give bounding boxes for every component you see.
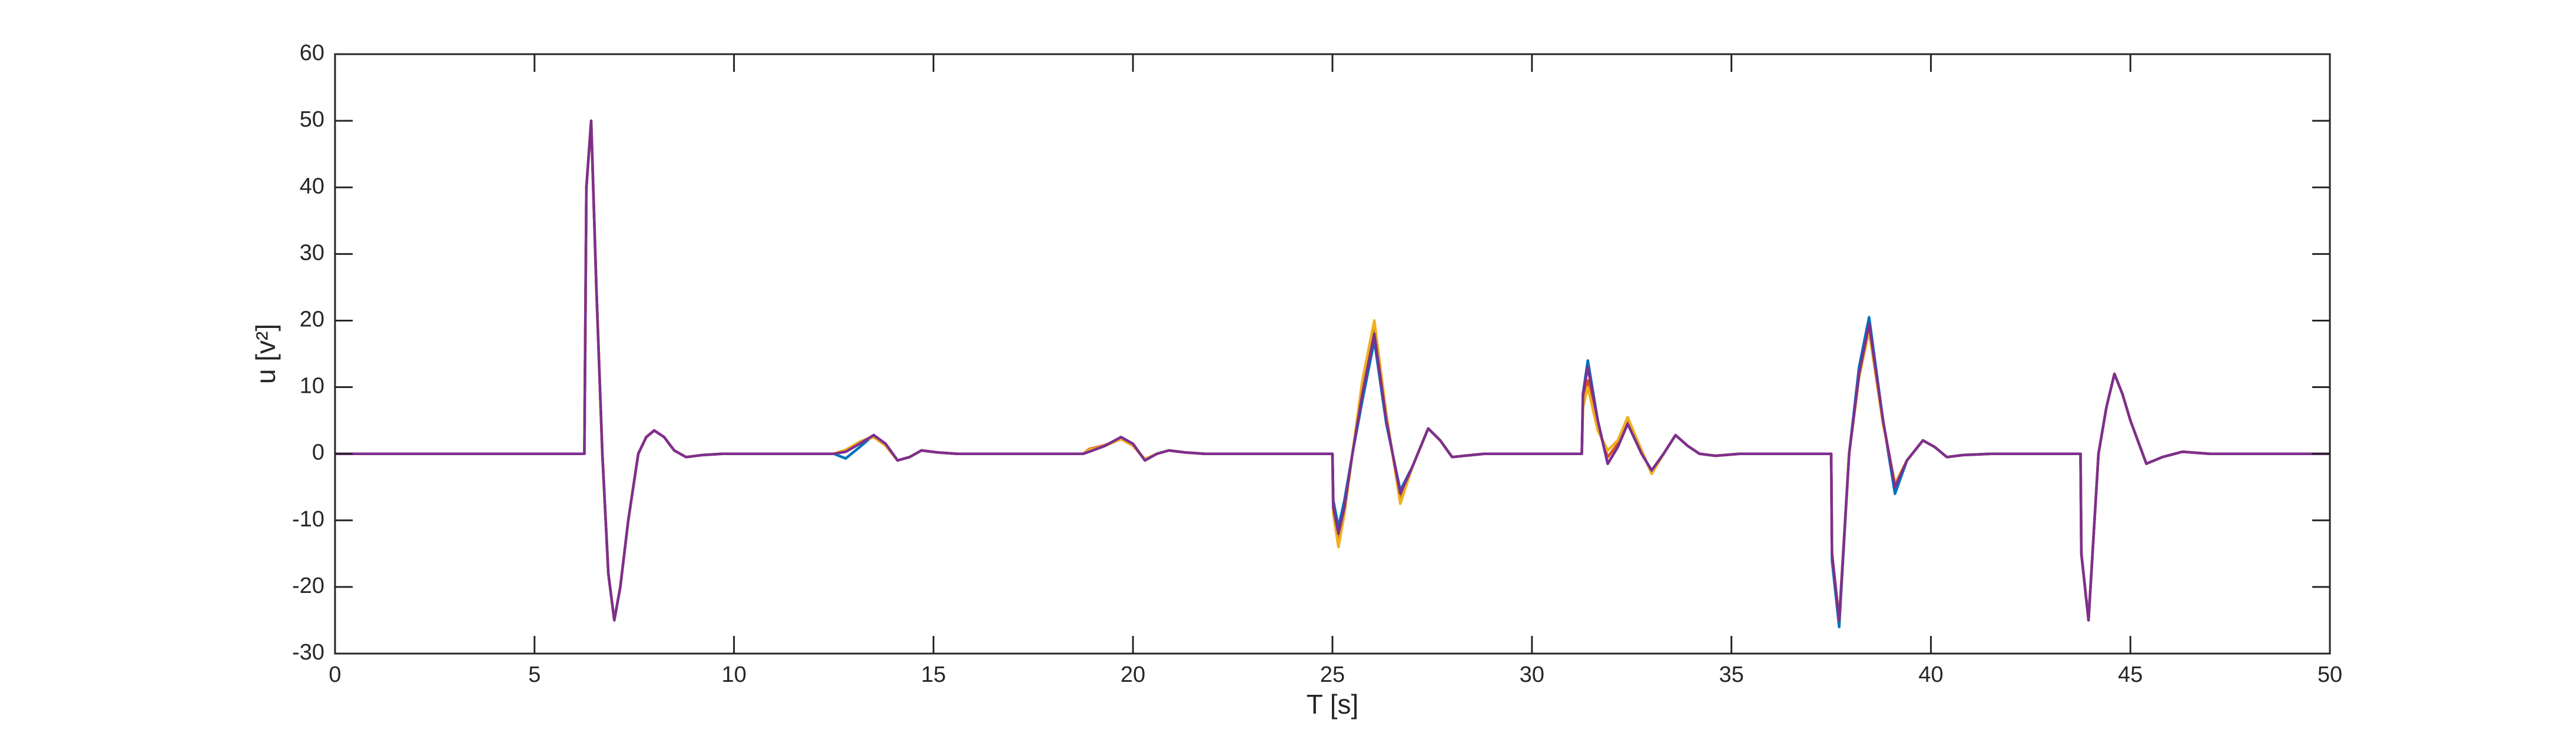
y-tick-label: 0 — [312, 440, 324, 465]
x-tick-label: 0 — [329, 662, 341, 687]
plot-frame — [334, 53, 2331, 655]
x-tick-label: 30 — [1520, 662, 1544, 687]
x-tick-label: 15 — [921, 662, 946, 687]
x-axis-label: T [s] — [1307, 689, 1359, 720]
x-tick-label: 5 — [528, 662, 541, 687]
line-series — [335, 119, 2330, 622]
x-tick-label: 25 — [1320, 662, 1345, 687]
y-tick-label: -20 — [292, 573, 324, 598]
y-tick-label: 10 — [300, 374, 324, 399]
y-axis-label: u [v²] — [250, 324, 281, 384]
y-tick-label: -10 — [292, 507, 324, 532]
x-tick-label: 35 — [1719, 662, 1743, 687]
line-series — [335, 119, 2330, 629]
x-tick-label: 40 — [1918, 662, 1943, 687]
x-tick-label: 45 — [2118, 662, 2143, 687]
x-tick-label: 50 — [2318, 662, 2342, 687]
y-tick-label: 30 — [300, 240, 324, 265]
y-tick-label: 60 — [300, 41, 324, 65]
y-tick-label: -30 — [292, 640, 324, 665]
y-tick-label: 40 — [300, 174, 324, 198]
x-tick-label: 10 — [721, 662, 746, 687]
x-tick-label: 20 — [1120, 662, 1145, 687]
y-tick-label: 20 — [300, 307, 324, 331]
y-tick-label: 50 — [300, 107, 324, 132]
line-series — [335, 119, 2330, 622]
line-series — [335, 119, 2330, 622]
